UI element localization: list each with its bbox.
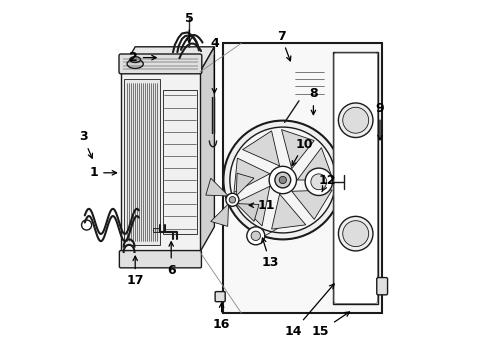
Polygon shape	[243, 131, 280, 166]
Circle shape	[226, 193, 239, 206]
Polygon shape	[211, 204, 228, 226]
Circle shape	[230, 127, 336, 233]
Polygon shape	[234, 158, 270, 193]
Bar	[223, 43, 382, 313]
Polygon shape	[236, 204, 259, 221]
FancyBboxPatch shape	[377, 278, 388, 295]
Polygon shape	[236, 173, 254, 196]
Circle shape	[269, 166, 296, 194]
Circle shape	[311, 174, 327, 190]
Text: 9: 9	[376, 102, 384, 140]
FancyBboxPatch shape	[289, 57, 331, 104]
Circle shape	[305, 168, 333, 195]
Text: 8: 8	[309, 87, 318, 114]
Polygon shape	[292, 190, 332, 219]
Text: 14: 14	[285, 284, 334, 338]
Ellipse shape	[127, 59, 143, 68]
Text: 17: 17	[126, 256, 144, 287]
Text: 7: 7	[277, 30, 291, 61]
Polygon shape	[237, 186, 270, 226]
Text: 12: 12	[319, 174, 337, 192]
Text: 1: 1	[90, 166, 117, 179]
Bar	[153, 228, 160, 232]
Polygon shape	[271, 194, 306, 229]
Circle shape	[339, 103, 373, 138]
Text: 2: 2	[129, 51, 156, 64]
Circle shape	[251, 231, 261, 240]
Circle shape	[223, 121, 342, 239]
Circle shape	[343, 107, 368, 133]
Bar	[121, 72, 200, 252]
Text: 6: 6	[167, 242, 175, 276]
Circle shape	[275, 172, 291, 188]
Text: 4: 4	[210, 37, 219, 93]
Polygon shape	[206, 178, 228, 196]
FancyBboxPatch shape	[215, 292, 225, 302]
Text: 5: 5	[185, 12, 194, 42]
Circle shape	[339, 216, 373, 251]
Bar	[333, 52, 378, 304]
Polygon shape	[282, 130, 314, 169]
Text: 3: 3	[79, 130, 93, 158]
Text: 13: 13	[262, 238, 279, 269]
FancyBboxPatch shape	[120, 251, 201, 268]
Text: 15: 15	[312, 312, 349, 338]
Circle shape	[279, 176, 286, 184]
FancyBboxPatch shape	[298, 51, 321, 60]
Ellipse shape	[130, 57, 141, 62]
Polygon shape	[297, 148, 333, 180]
Text: 16: 16	[213, 303, 230, 330]
FancyBboxPatch shape	[119, 54, 202, 74]
Text: 11: 11	[249, 199, 275, 212]
Circle shape	[229, 197, 236, 203]
Bar	[163, 90, 197, 234]
Bar	[124, 79, 160, 245]
Circle shape	[343, 221, 368, 247]
Polygon shape	[121, 47, 215, 72]
Text: 10: 10	[292, 138, 313, 166]
Circle shape	[81, 220, 92, 230]
Polygon shape	[200, 47, 215, 252]
Circle shape	[247, 227, 265, 245]
FancyBboxPatch shape	[301, 45, 318, 53]
